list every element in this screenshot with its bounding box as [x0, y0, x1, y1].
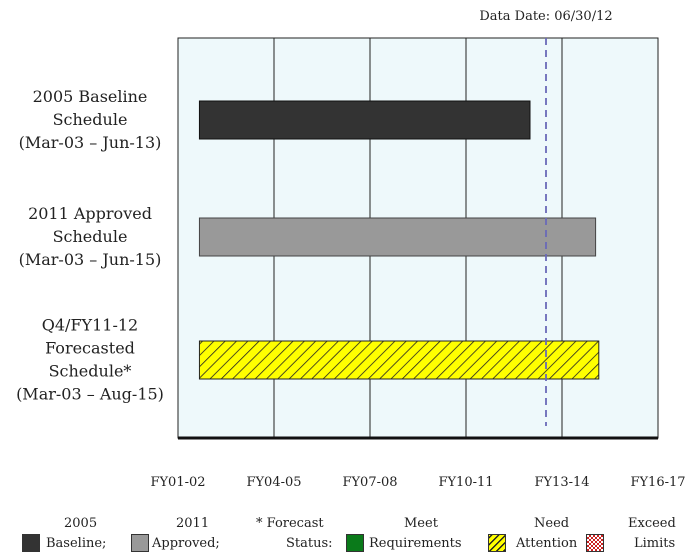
legend-line1: Meet — [404, 516, 438, 531]
legend-line2: Requirements — [369, 536, 462, 551]
row-label-line: 2011 Approved — [28, 204, 152, 223]
row-label-line: Schedule* — [49, 362, 132, 381]
legend-swatch-approved — [131, 534, 149, 552]
row-label-line: Schedule — [53, 227, 128, 246]
legend-line1: Exceed — [628, 516, 676, 531]
legend-line2: Baseline; — [46, 536, 107, 551]
legend-line2: Attention — [516, 536, 578, 551]
schedule-bar — [198, 100, 531, 140]
row-label-line: (Mar-03 – Aug-15) — [16, 385, 164, 404]
x-tick-labels: FY01-02 FY04-05 FY07-08 FY10-11 FY13-14 FY16-… — [150, 475, 685, 490]
x-tick-label: FY16-17 — [630, 475, 685, 490]
row-labels: 2005 Baseline Schedule (Mar-03 – Jun-13) 20… — [16, 87, 164, 404]
legend-line1: * Forecast — [256, 516, 324, 531]
x-tick-label: FY01-02 — [150, 475, 205, 490]
row-label-line: Q4/FY11-12 — [42, 316, 138, 335]
legend-line2: Status: — [286, 536, 333, 551]
row-label-line: Forecasted — [45, 339, 135, 358]
schedule-chart: FY01-02 FY04-05 FY07-08 FY10-11 FY13-14 FY16-… — [16, 9, 685, 490]
row-label-line: 2005 Baseline — [33, 87, 148, 106]
row-label-line: Schedule — [53, 110, 128, 129]
legend-line1: Need — [534, 516, 570, 531]
legend-swatch-baseline — [22, 534, 40, 552]
legend-swatch-meet — [346, 534, 364, 552]
legend-swatch-need — [488, 534, 506, 552]
schedule-bar — [198, 217, 597, 257]
legend-line2: Limits — [634, 536, 676, 551]
legend-line2: Approved; — [152, 536, 220, 551]
schedule-bar — [198, 340, 600, 380]
x-tick-label: FY10-11 — [438, 475, 493, 490]
x-tick-label: FY04-05 — [246, 475, 301, 490]
row-label-line: (Mar-03 – Jun-13) — [19, 133, 162, 152]
legend: 2005 Baseline; 2011 Approved; * Forecast… — [0, 512, 692, 557]
x-tick-label: FY07-08 — [342, 475, 397, 490]
bars — [198, 100, 600, 380]
x-tick-label: FY13-14 — [534, 475, 589, 490]
row-label-line: (Mar-03 – Jun-15) — [19, 250, 162, 269]
legend-swatch-exceed — [586, 534, 604, 552]
data-date-label: Data Date: 06/30/12 — [479, 9, 612, 24]
legend-line1: 2005 — [64, 516, 98, 531]
legend-line1: 2011 — [176, 516, 210, 531]
